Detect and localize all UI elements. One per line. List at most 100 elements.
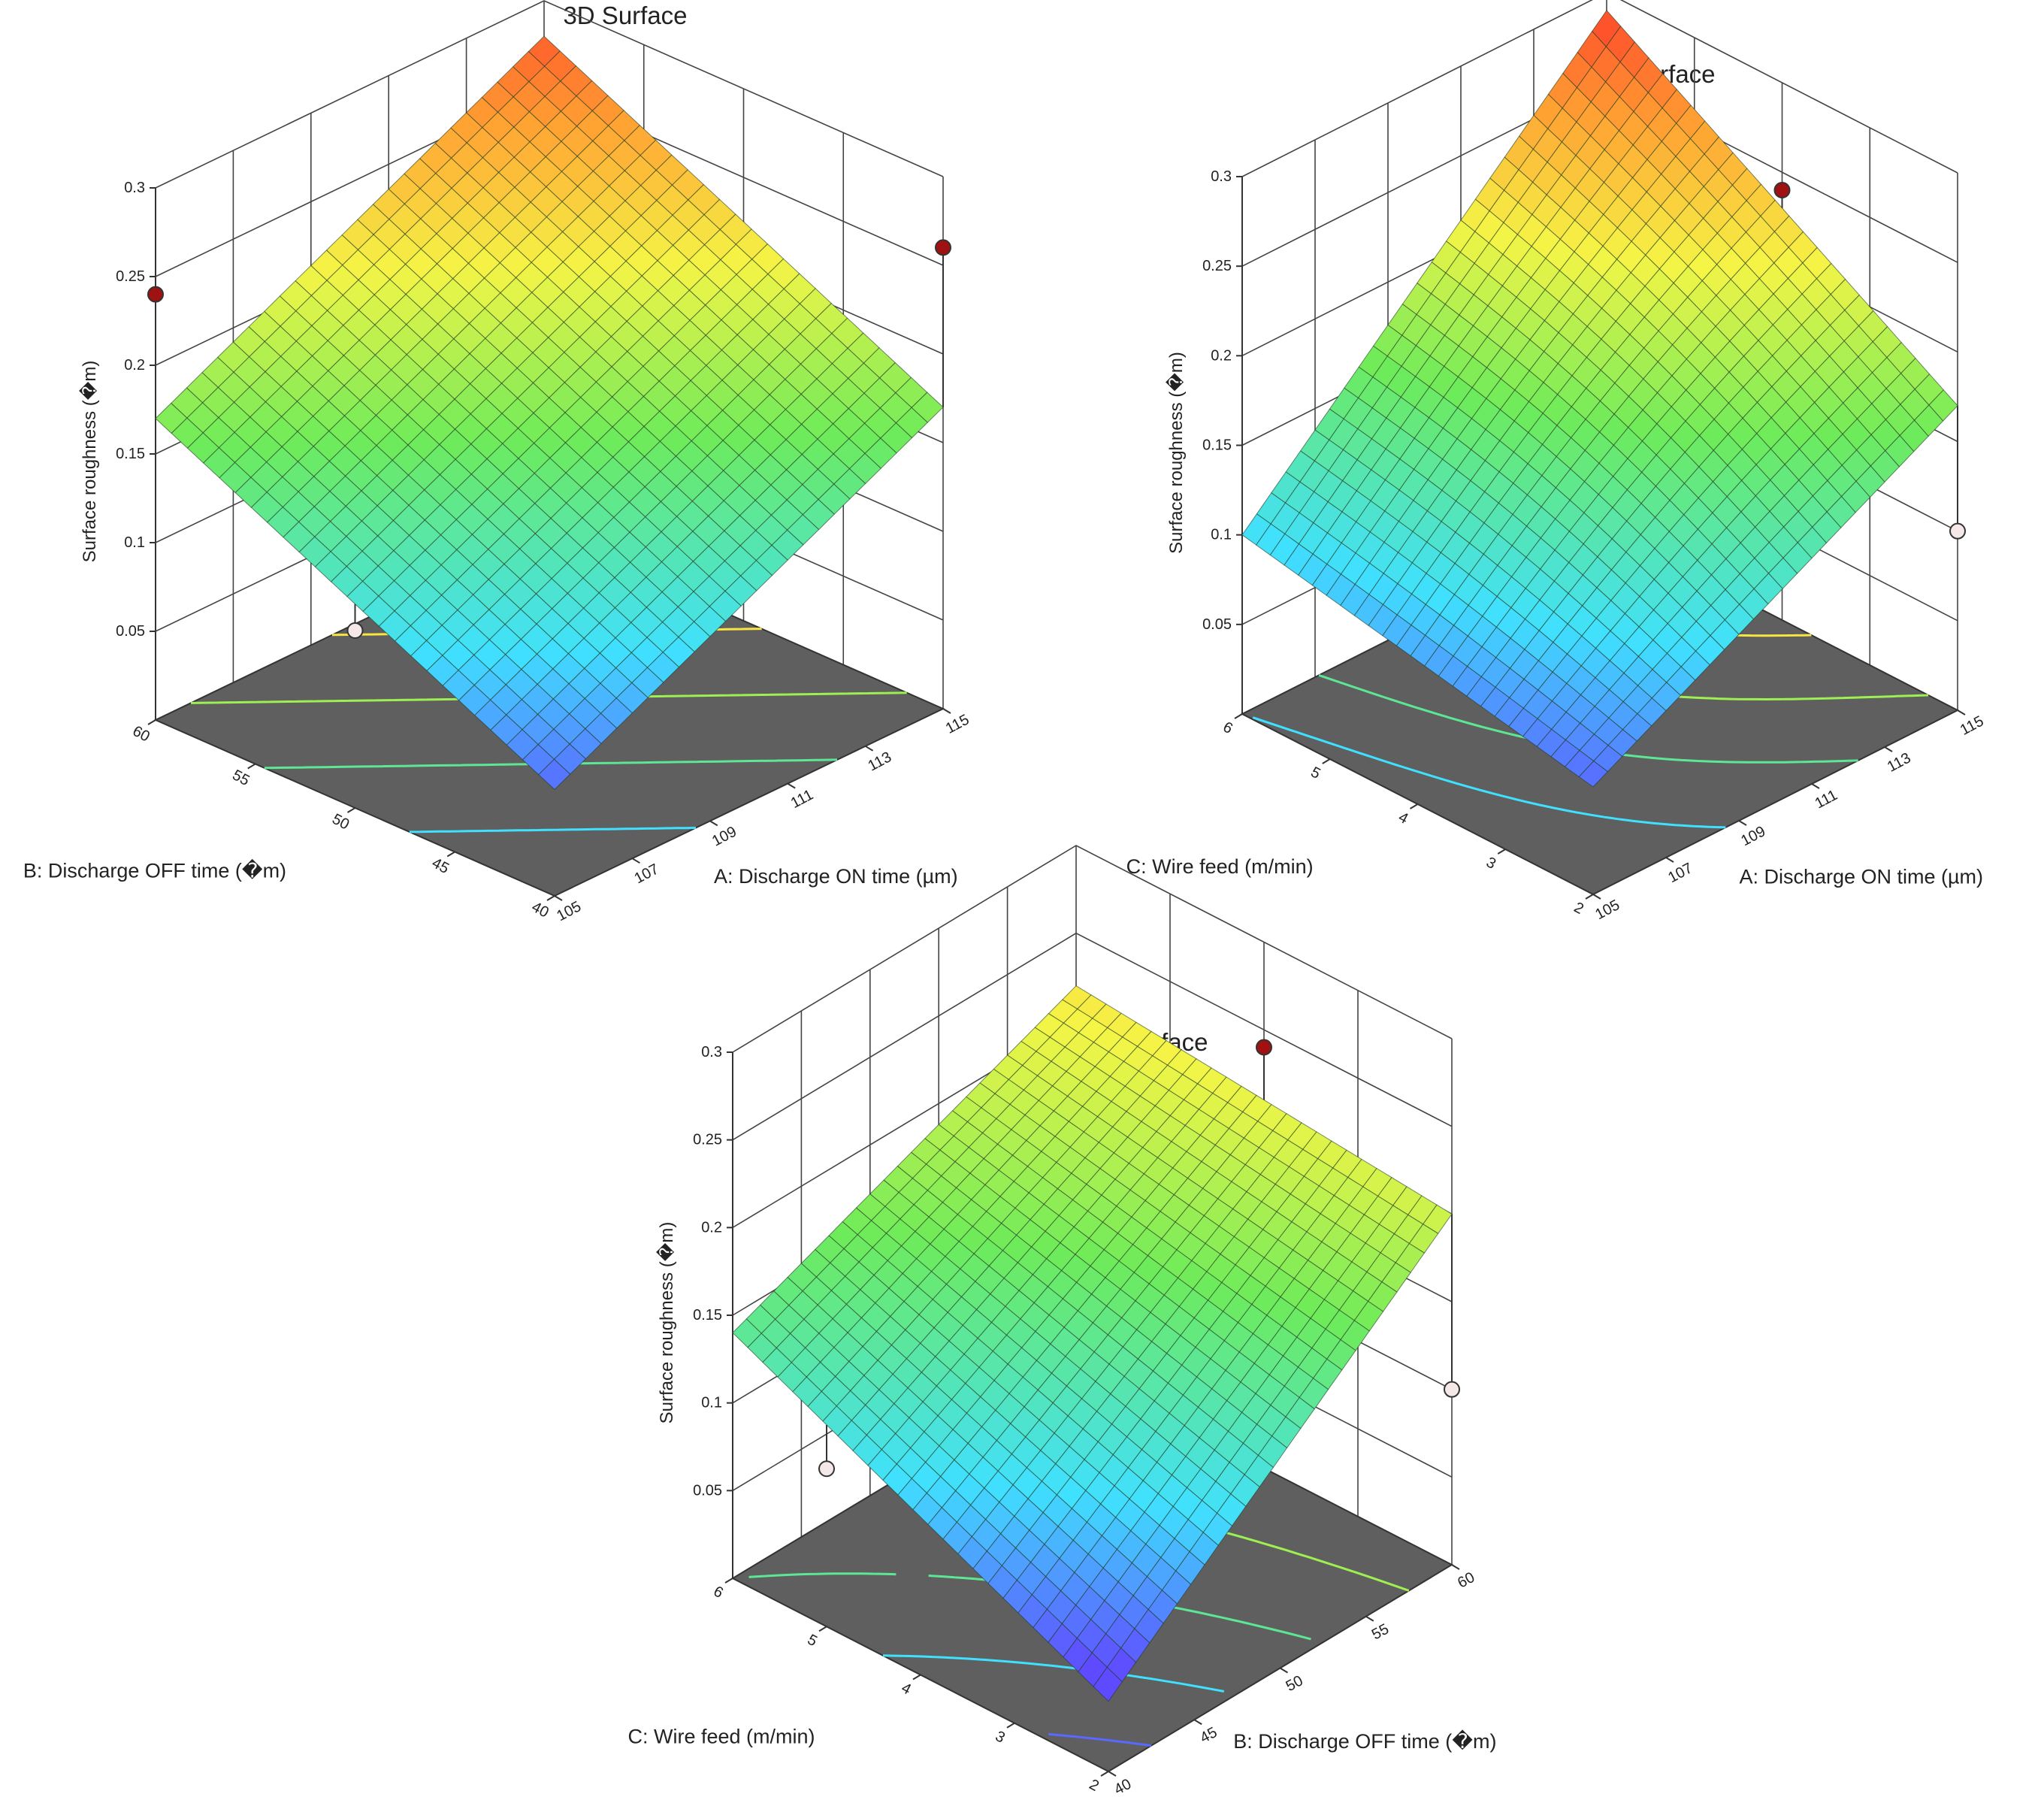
z-tick-label: 0.1: [1211, 527, 1232, 543]
y-tick-mark: [147, 719, 156, 725]
z-tick-label: 0.25: [116, 268, 145, 285]
x-tick-label: 105: [1592, 897, 1622, 923]
z-axis-label: Surface roughness (�m): [1166, 352, 1187, 554]
design-point-above: [1256, 1039, 1272, 1056]
response-surface: [155, 35, 944, 791]
z-tick-label: 0.05: [693, 1482, 722, 1499]
x-tick-mark: [1957, 709, 1966, 715]
y-axis-label: C: Wire feed (m/min): [1126, 855, 1314, 878]
x-tick-mark: [1108, 1771, 1117, 1777]
x-tick-mark: [1811, 783, 1820, 789]
x-tick-label: 107: [1665, 860, 1695, 886]
y-tick-mark: [1497, 849, 1506, 855]
x-tick-mark: [787, 782, 796, 789]
z-tick-label: 0.3: [124, 180, 145, 196]
z-tick-label: 0.2: [124, 357, 145, 374]
x-axis-label: A: Discharge ON time (µm): [714, 865, 958, 888]
x-tick-label: 50: [1284, 1672, 1306, 1695]
y-tick-label: 55: [230, 767, 252, 789]
y-tick-label: 4: [899, 1680, 914, 1699]
x-tick-label: 113: [1885, 750, 1913, 776]
x-axis-label: A: Discharge ON time (µm): [1739, 865, 1983, 888]
response-surface: [732, 985, 1453, 1702]
design-point-below: [818, 1460, 835, 1478]
surface-cell: [1578, 760, 1609, 788]
x-tick-label: 107: [632, 861, 662, 887]
y-tick-label: 45: [429, 855, 452, 877]
x-axis-label: B: Discharge OFF time (�m): [1233, 1729, 1496, 1753]
y-tick-label: 4: [1395, 809, 1411, 827]
y-tick-mark: [912, 1674, 921, 1681]
z-tick-label: 0.05: [116, 623, 145, 640]
contour-line: [409, 827, 697, 833]
y-tick-mark: [346, 807, 356, 813]
design-point-below: [1949, 522, 1966, 540]
y-tick-label: 6: [711, 1583, 726, 1602]
x-tick-mark: [709, 820, 718, 827]
wall-gridline: [732, 845, 1453, 1053]
x-tick-mark: [865, 745, 874, 752]
x-tick-mark: [1193, 1719, 1202, 1726]
chart-panel-1: 3D Surface 0.05 0.1 0.15 0.2 0.25 0.3 Surface r…: [23, 0, 972, 924]
y-tick-mark: [818, 1626, 827, 1632]
contour-line: [1252, 716, 1726, 829]
y-axis-label: C: Wire feed (m/min): [627, 1726, 815, 1748]
design-point-below: [1444, 1381, 1460, 1398]
response-surface: [1241, 9, 1958, 788]
y-tick-mark: [1006, 1722, 1015, 1729]
x-tick-label: 60: [1455, 1569, 1477, 1592]
x-tick-label: 111: [788, 786, 816, 812]
x-tick-label: 115: [1958, 713, 1986, 739]
design-point-above: [147, 286, 164, 303]
y-tick-label: 3: [993, 1728, 1008, 1747]
wall-gridline: [155, 0, 944, 189]
x-tick-mark: [1365, 1615, 1374, 1622]
x-tick-mark: [554, 895, 563, 901]
y-tick-label: 2: [1087, 1776, 1102, 1795]
z-tick-label: 0.1: [124, 534, 145, 551]
x-tick-label: 45: [1197, 1724, 1220, 1747]
y-tick-mark: [247, 763, 256, 770]
z-axis-ticks: 0.05 0.1 0.15 0.2 0.25 0.3: [1202, 168, 1242, 633]
y-tick-label: 5: [1308, 764, 1323, 782]
y-tick-label: 5: [805, 1632, 820, 1650]
x-tick-mark: [1451, 1564, 1460, 1570]
z-tick-label: 0.2: [1211, 347, 1232, 364]
y-tick-label: 2: [1571, 899, 1586, 918]
y-tick-mark: [1234, 713, 1243, 719]
z-tick-label: 0.1: [701, 1395, 722, 1411]
z-tick-label: 0.15: [1202, 437, 1232, 454]
z-tick-label: 0.05: [1202, 616, 1232, 633]
x-tick-mark: [942, 708, 951, 714]
y-tick-mark: [724, 1578, 733, 1584]
y-tick-mark: [1409, 803, 1419, 809]
y-tick-mark: [446, 851, 455, 858]
y-tick-label: 50: [329, 811, 352, 833]
x-tick-mark: [1738, 820, 1747, 826]
wall-gridline: [1241, 0, 1958, 177]
x-tick-label: 105: [554, 898, 584, 924]
z-tick-label: 0.3: [701, 1044, 722, 1060]
z-axis-ticks: 0.05 0.1 0.15 0.2 0.25 0.3: [693, 1044, 733, 1499]
y-tick-mark: [1322, 758, 1331, 764]
x-tick-mark: [1279, 1667, 1289, 1674]
y-tick-label: 60: [130, 723, 153, 746]
surface-cell: [538, 758, 571, 791]
z-tick-label: 0.15: [116, 446, 145, 462]
z-tick-label: 0.25: [1202, 258, 1232, 274]
y-tick-label: 6: [1220, 718, 1235, 737]
y-axis-label: B: Discharge OFF time (�m): [23, 858, 286, 882]
chart-title: 3D Surface: [563, 2, 687, 29]
z-tick-label: 0.15: [693, 1307, 722, 1324]
x-tick-mark: [631, 858, 640, 864]
x-tick-label: 109: [709, 824, 739, 850]
y-tick-mark: [1585, 894, 1594, 900]
wall-gridline: [732, 932, 1453, 1141]
x-tick-mark: [1884, 746, 1893, 752]
x-tick-label: 111: [1813, 787, 1840, 812]
y-tick-label: 40: [529, 899, 552, 921]
x-tick-label: 109: [1738, 823, 1768, 849]
